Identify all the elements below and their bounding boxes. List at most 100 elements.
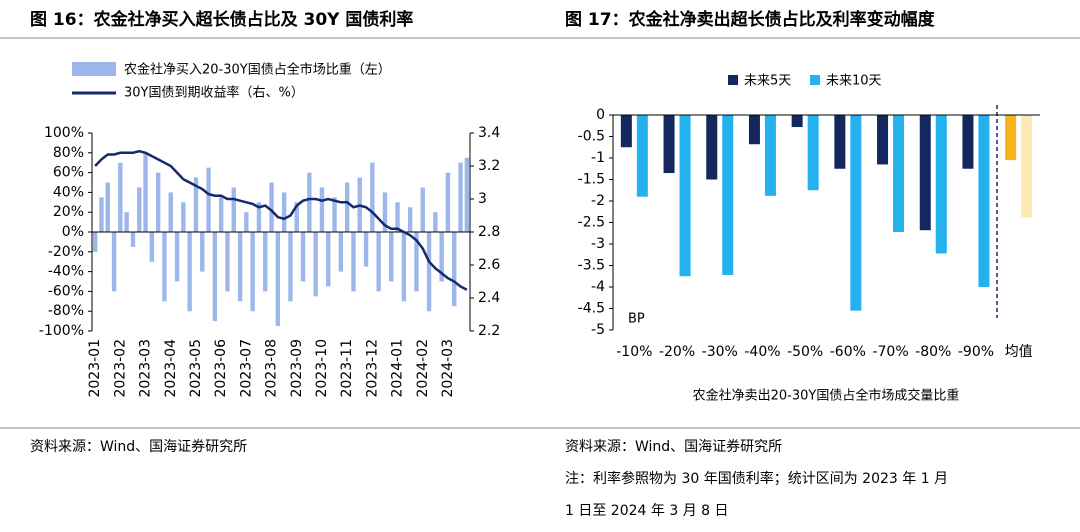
x-tick-label: 2024-03 xyxy=(440,339,456,398)
y-tick-label: -40% xyxy=(48,264,84,280)
x-tick-label: -40% xyxy=(744,344,780,360)
bar xyxy=(162,232,167,302)
bar xyxy=(111,232,117,292)
x-tick-label: -80% xyxy=(915,344,951,360)
y-tick-label: 40% xyxy=(53,184,84,200)
y2-tick-label: 2.8 xyxy=(478,224,500,240)
bar xyxy=(263,232,268,292)
x-tick-label: -20% xyxy=(659,344,695,360)
y-tick-label: -3.5 xyxy=(578,258,605,274)
x-tick-label: 2023-04 xyxy=(163,339,179,398)
bar xyxy=(363,232,369,267)
x-tick-label: 2023-07 xyxy=(238,339,254,398)
y-tick-label: 0% xyxy=(62,224,84,240)
bar xyxy=(893,115,905,232)
x-tick-label: 2023-10 xyxy=(314,339,330,398)
x-tick-label: 2023-02 xyxy=(112,339,128,398)
source: 资料来源：Wind、国海证券研究所 xyxy=(30,439,247,455)
bar xyxy=(149,232,155,262)
bar xyxy=(313,232,318,297)
y2-tick-label: 3.2 xyxy=(478,158,500,174)
bar xyxy=(130,232,136,247)
bar xyxy=(834,115,846,169)
bar xyxy=(877,115,889,165)
x-tick-label: -60% xyxy=(830,344,866,360)
x-tick-label: -30% xyxy=(702,344,738,360)
x-tick-label: -10% xyxy=(616,344,652,360)
bar xyxy=(118,162,123,232)
note: 注：利率参照物为 30 年国债利率；统计区间为 2023 年 1 月 xyxy=(565,470,948,487)
bar xyxy=(401,232,407,302)
bar xyxy=(174,232,180,282)
bar xyxy=(426,232,432,312)
bar xyxy=(395,202,400,232)
y-tick-label: -3 xyxy=(591,236,605,252)
x-tick-label: 2023-03 xyxy=(138,339,154,398)
y-tick-label: 0 xyxy=(596,107,605,123)
bar xyxy=(636,115,648,197)
bar xyxy=(791,115,803,128)
chart-title: 图 16：农金社净买入超长债占比及 30Y 国债利率 xyxy=(30,9,413,30)
legend-swatch xyxy=(810,75,820,85)
bar xyxy=(962,115,974,169)
x-axis-title: 农金社净卖出20-30Y国债占全市场成交量比重 xyxy=(693,388,960,404)
bar xyxy=(764,115,776,196)
bar xyxy=(187,232,192,312)
bar xyxy=(433,212,438,232)
y-tick-label: -1.5 xyxy=(578,172,605,188)
y-tick-label: -2 xyxy=(591,193,605,209)
note: 1 日至 2024 年 3 月 8 日 xyxy=(565,503,729,519)
bar xyxy=(370,162,375,232)
bar xyxy=(1021,115,1033,218)
bar xyxy=(344,182,350,232)
bar xyxy=(319,187,325,232)
source: 资料来源：Wind、国海证券研究所 xyxy=(565,439,782,455)
bar xyxy=(281,192,287,232)
bar xyxy=(168,192,173,232)
y-tick-label: -100% xyxy=(39,323,84,339)
y-tick-label: -4.5 xyxy=(578,301,605,317)
y-tick-label: -1 xyxy=(591,150,605,166)
bar xyxy=(978,115,990,287)
y-tick-label: -0.5 xyxy=(578,129,605,145)
x-tick-label: 2023-05 xyxy=(188,339,204,398)
y-tick-label: 20% xyxy=(53,204,84,220)
bar xyxy=(193,177,199,232)
bar xyxy=(919,115,931,231)
bar xyxy=(389,232,394,282)
legend-swatch xyxy=(72,62,116,76)
bar xyxy=(464,157,470,232)
bar xyxy=(212,232,218,322)
x-tick-label: 2023-01 xyxy=(87,339,103,398)
x-tick-label: 2024-02 xyxy=(415,339,431,398)
x-tick-label: -90% xyxy=(958,344,994,360)
x-tick-label: 均值 xyxy=(1005,344,1033,360)
bar xyxy=(225,232,230,292)
bar xyxy=(414,232,419,292)
bar xyxy=(307,172,312,232)
bar xyxy=(294,202,299,232)
legend-label: 农金社净买入20-30Y国债占全市场比重（左） xyxy=(124,62,391,78)
y-tick-label: 100% xyxy=(44,125,84,141)
bar xyxy=(275,232,281,327)
y-tick-label: -60% xyxy=(48,283,84,299)
legend-label: 未来5天 xyxy=(744,74,791,89)
bar xyxy=(706,115,718,180)
bar xyxy=(452,232,457,307)
bar xyxy=(143,152,148,232)
x-tick-label: -50% xyxy=(787,344,823,360)
y-tick-label: 60% xyxy=(53,165,84,181)
y-tick-label: 80% xyxy=(53,145,84,161)
chart-title: 图 17：农金社净卖出超长债占比及利率变动幅度 xyxy=(565,9,936,30)
bar xyxy=(105,182,110,232)
bar xyxy=(458,162,463,232)
bar xyxy=(407,207,413,232)
legend-label: 30Y国债到期收益率（右、%） xyxy=(124,85,304,101)
bar xyxy=(244,212,249,232)
bar xyxy=(1005,115,1017,161)
bar xyxy=(181,202,186,232)
unit-label: BP xyxy=(628,312,645,327)
bar xyxy=(420,187,425,232)
bar xyxy=(326,232,331,287)
